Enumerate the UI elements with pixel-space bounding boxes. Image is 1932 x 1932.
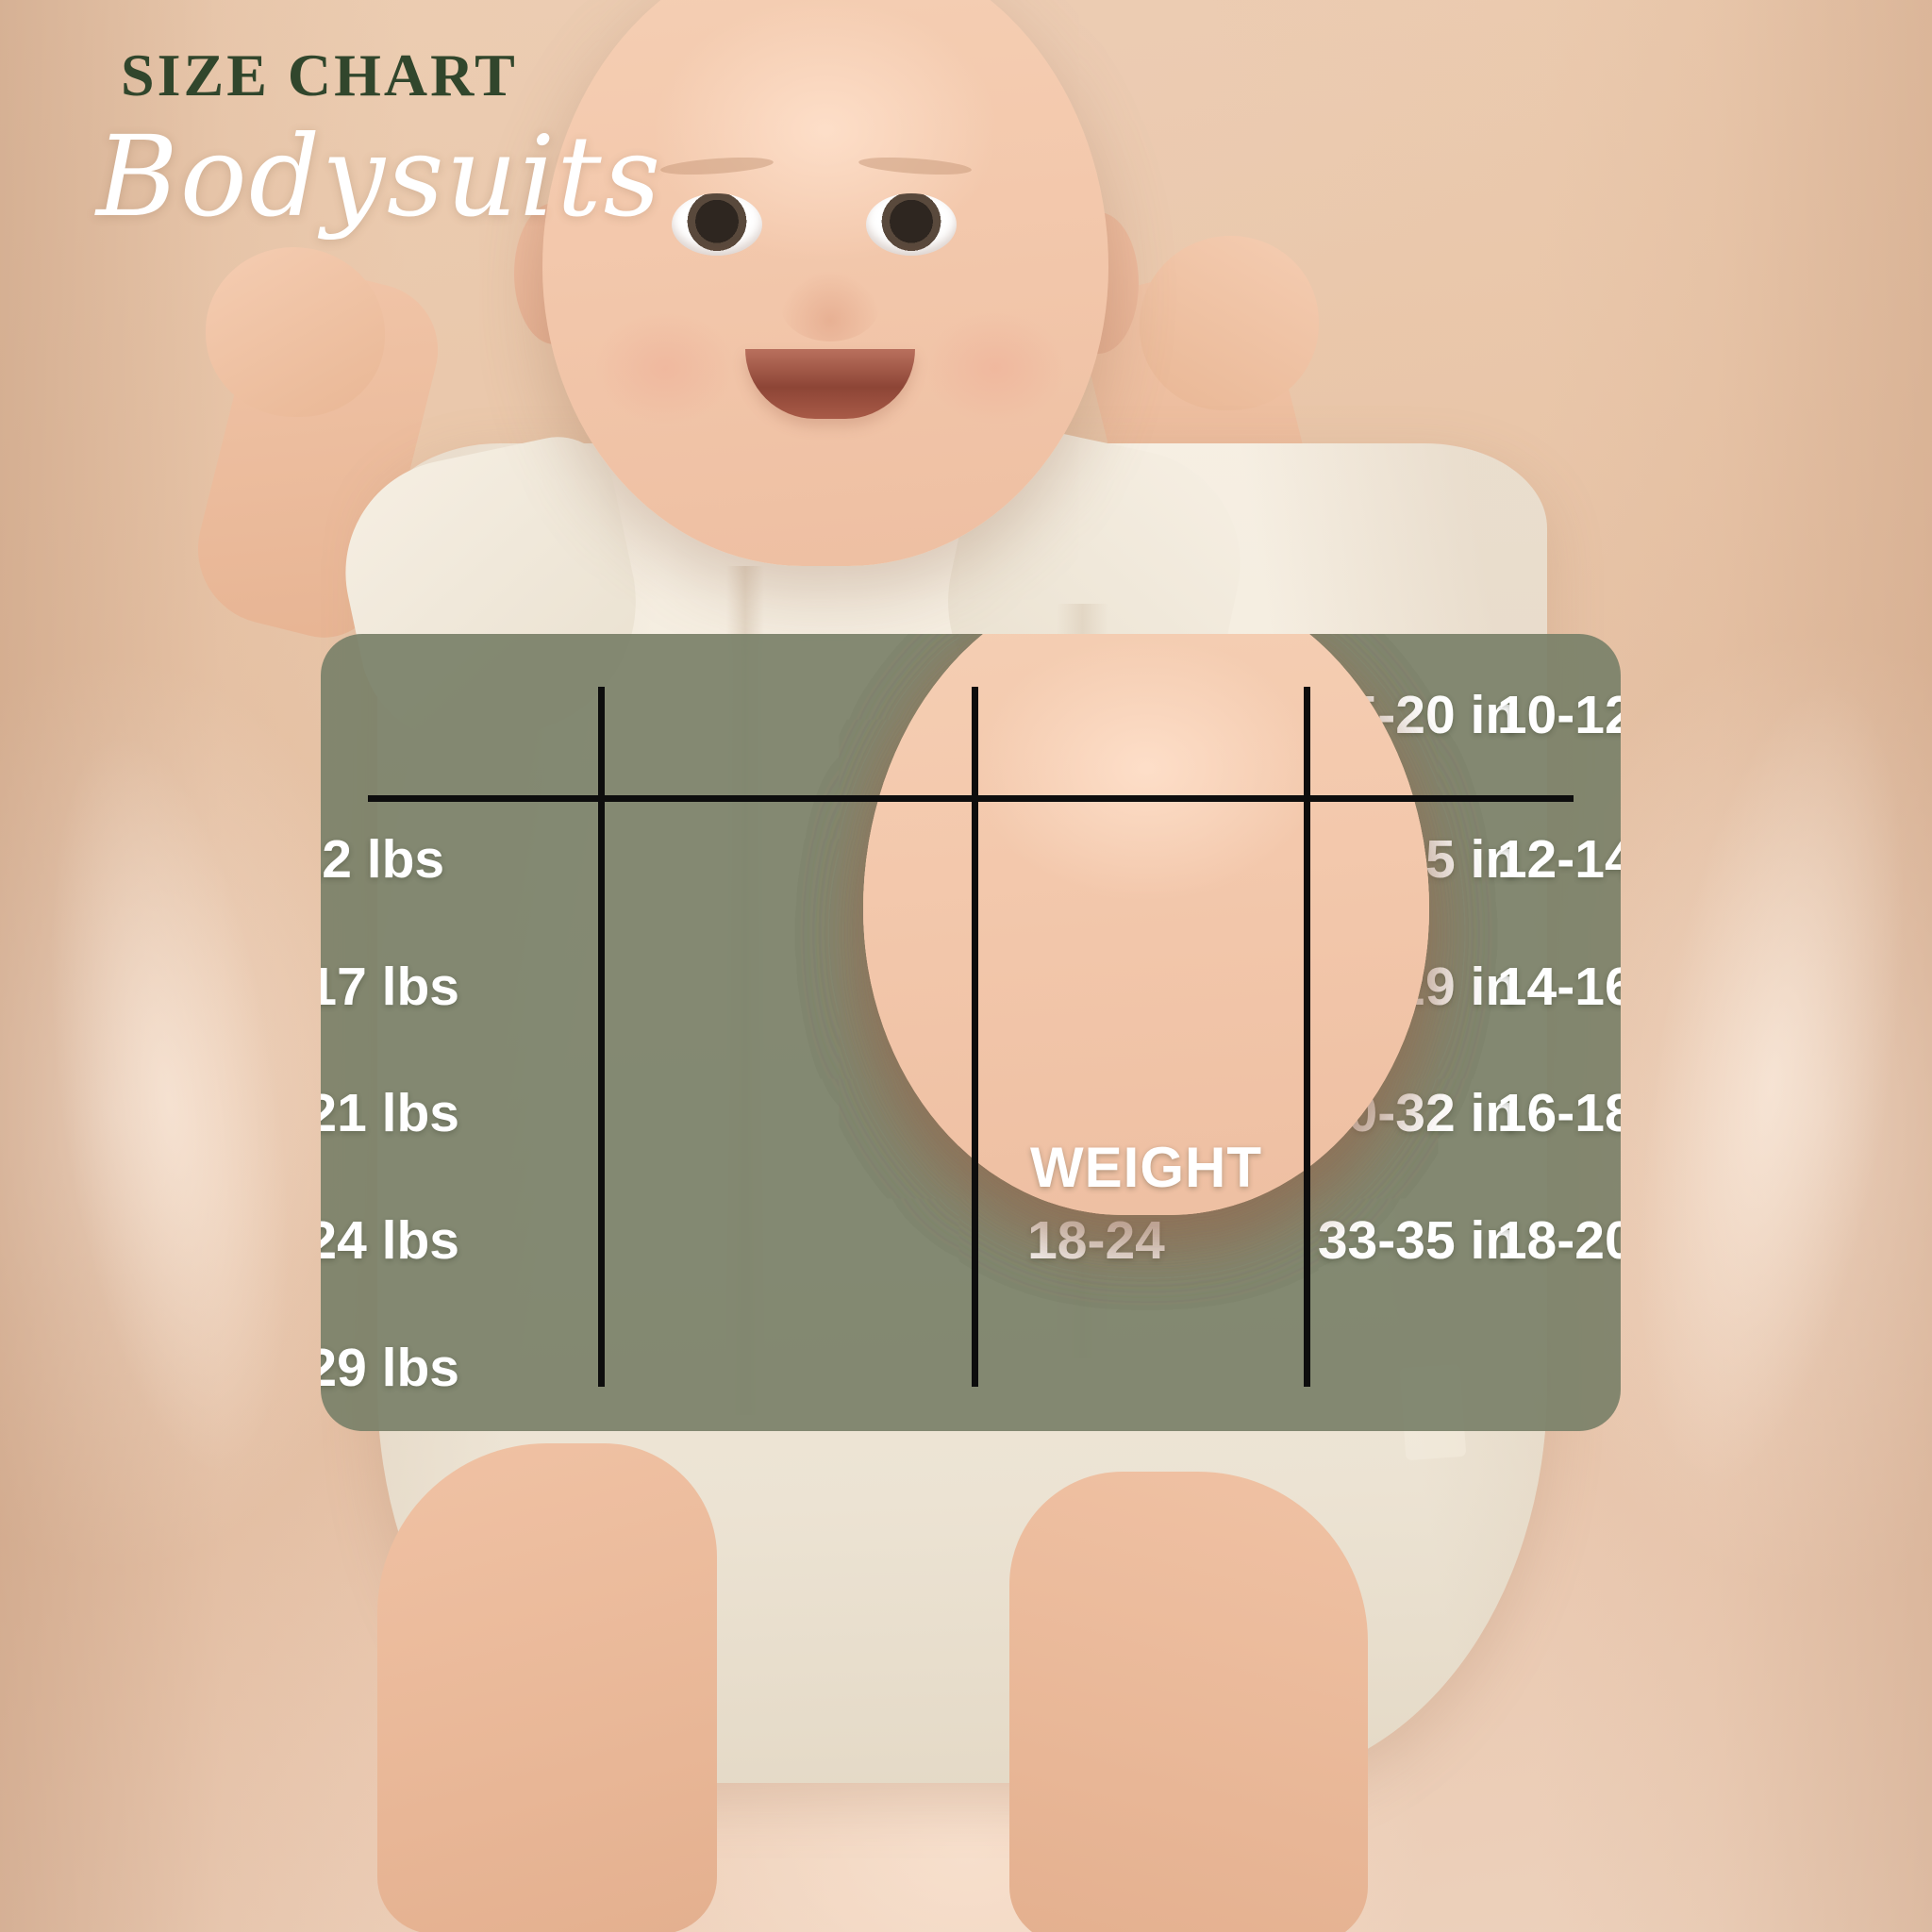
- table-cell-weight: 22-24 lbs: [321, 1210, 459, 1272]
- baby-hand-right: [1140, 236, 1319, 410]
- table-cell-size: 18-24: [1027, 1210, 1165, 1272]
- table-cell-weight: 24-29 lbs: [321, 1337, 459, 1398]
- heading-block: SIZE CHART Bodysuits: [96, 42, 662, 236]
- table-pad-left-r0: [598, 634, 930, 796]
- size-table-panel: SIZE HEIGHT CHEST WEIGHT 0-3 15-20 in 10…: [321, 634, 1621, 1431]
- page-title-kicker: SIZE CHART: [121, 42, 518, 108]
- baby-eye-right: [866, 193, 957, 256]
- page-title-script: Bodysuits: [96, 111, 663, 242]
- table-pad-right-r2: [368, 1050, 598, 1177]
- baby-cheek-left: [594, 311, 736, 425]
- table-pad-left-head: [321, 634, 368, 796]
- table-cell-weight: 5-12 lbs: [321, 829, 445, 891]
- baby-nose: [781, 272, 879, 341]
- column-divider-2: [972, 687, 978, 1387]
- table-cell-chest: 10-12 in: [1496, 685, 1621, 745]
- table-pad-right-head: [368, 634, 598, 796]
- baby-cheek-right: [924, 311, 1066, 425]
- table-pad-left-r4: [598, 1177, 930, 1305]
- table-cell-chest: 16-18 in: [1496, 1083, 1621, 1144]
- table-pad-right-r0: [368, 796, 598, 924]
- table-cell-chest: 12-14 in: [1496, 829, 1621, 891]
- column-divider-3: [1304, 687, 1310, 1387]
- baby-leg-right: [1009, 1472, 1368, 1932]
- column-header-weight: WEIGHT: [863, 634, 1429, 1215]
- table-cell-height: 33-35 in: [1317, 1210, 1519, 1272]
- baby-eye-left: [672, 193, 762, 256]
- baby-hand-left: [206, 247, 385, 417]
- size-table: SIZE HEIGHT CHEST WEIGHT 0-3 15-20 in 10…: [321, 634, 1621, 1431]
- table-cell-weight: 17-21 lbs: [321, 1083, 459, 1144]
- table-cell-chest: 14-16 in: [1496, 956, 1621, 1017]
- table-cell-chest: 18-20 in: [1496, 1210, 1621, 1272]
- table-pad-right-r1: [368, 924, 598, 1051]
- column-divider-1: [598, 687, 605, 1387]
- table-pad-right-r3: [368, 1177, 598, 1305]
- table-cell-weight: 12-17 lbs: [321, 956, 459, 1017]
- table-pad-right-r4: [368, 1304, 598, 1431]
- table-pad-left-r3: [598, 1050, 930, 1177]
- baby-leg-left: [377, 1443, 717, 1932]
- header-divider-line: [368, 795, 1574, 802]
